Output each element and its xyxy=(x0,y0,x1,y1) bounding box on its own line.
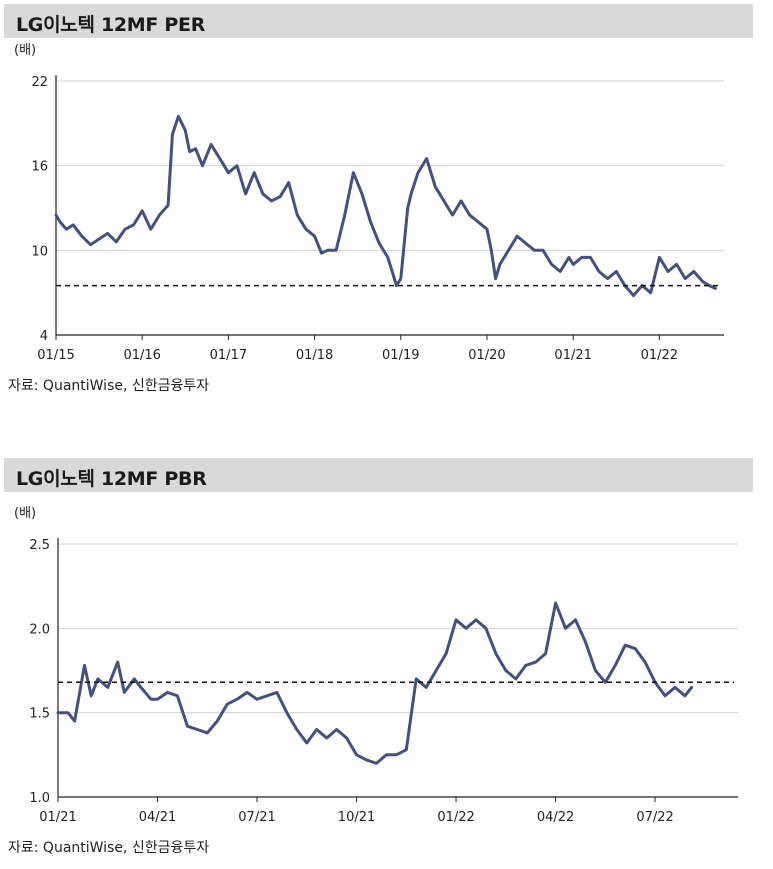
per-source-note: 자료: QuantiWise, 신한금융투자 xyxy=(8,378,210,394)
per-y-tick-label: 4 xyxy=(40,329,48,344)
per-x-tick-label: 01/20 xyxy=(468,348,505,363)
pbr-y-tick-label: 1.0 xyxy=(29,791,50,806)
per-chart-title: LG이노텍 12MF PER xyxy=(16,14,206,36)
per-x-tick-label: 01/22 xyxy=(641,348,678,363)
pbr-chart-title: LG이노텍 12MF PBR xyxy=(16,468,207,490)
pbr-unit-label: (배) xyxy=(14,506,36,521)
pbr-series-line xyxy=(56,601,694,765)
per-x-tick-label: 01/19 xyxy=(382,348,419,363)
per-x-tick-label: 01/15 xyxy=(37,348,74,363)
per-series-line xyxy=(54,114,717,297)
per-unit-label: (배) xyxy=(14,43,36,58)
pbr-panel-header: LG이노텍 12MF PBR xyxy=(4,458,753,492)
per-panel-header: LG이노텍 12MF PER xyxy=(4,4,753,38)
pbr-x-tick-label: 01/21 xyxy=(39,810,76,825)
pbr-x-tick-label: 04/22 xyxy=(537,810,574,825)
per-x-tick-label: 01/21 xyxy=(554,348,591,363)
per-y-tick-label: 16 xyxy=(31,160,48,175)
per-chart: (배) 4 10 16 22 01/15 01/16 01/17 01/18 01/19 01/2… xyxy=(14,43,724,363)
pbr-x-tick-label: 07/22 xyxy=(636,810,673,825)
pbr-x-tick-label: 04/21 xyxy=(139,810,176,825)
per-x-tick-label: 01/17 xyxy=(210,348,247,363)
pbr-y-tick-label: 2.5 xyxy=(29,538,50,553)
pbr-x-tick-label: 01/22 xyxy=(437,810,474,825)
per-x-tick-label: 01/16 xyxy=(123,348,160,363)
per-y-tick-label: 22 xyxy=(31,75,48,90)
pbr-y-tick-label: 1.5 xyxy=(29,707,50,722)
per-x-tick-label: 01/18 xyxy=(296,348,333,363)
pbr-y-tick-label: 2.0 xyxy=(29,622,50,637)
pbr-x-tick-label: 10/21 xyxy=(338,810,375,825)
pbr-source-note: 자료: QuantiWise, 신한금융투자 xyxy=(8,840,210,856)
pbr-x-tick-label: 07/21 xyxy=(238,810,275,825)
per-y-tick-label: 10 xyxy=(31,244,48,259)
pbr-chart: (배) 1.0 1.5 2.0 2.5 01/21 04/21 07/21 10/21 01/2… xyxy=(14,506,738,825)
